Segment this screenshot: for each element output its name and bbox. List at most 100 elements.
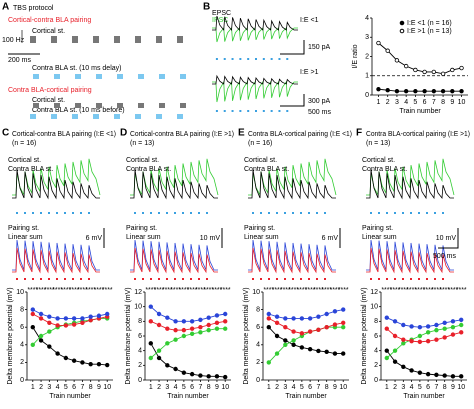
stim-block (159, 74, 165, 79)
data-point (214, 313, 220, 318)
stim-mark (174, 278, 176, 280)
y-axis-label: Delta membrane potential (mV) (125, 287, 132, 384)
y-axis-label: Delta membrane potential (mV) (243, 287, 250, 384)
data-point (431, 69, 437, 75)
data-point (156, 322, 162, 328)
trace (130, 169, 218, 200)
data-point (198, 325, 203, 330)
pairing-title: Cortical-contra BLA pairing (8, 17, 91, 24)
significance: **** (154, 287, 165, 294)
group-label: I:E >1 (300, 69, 319, 76)
data-point (206, 322, 211, 328)
significance: **** (178, 287, 189, 294)
data-point (165, 341, 170, 346)
trace (130, 247, 218, 274)
stim-mark (308, 212, 310, 214)
significance: **** (321, 287, 332, 294)
panel-title: Contra BLA-cortical pairing (I:E >1) (366, 131, 470, 138)
significance: **** (187, 287, 198, 294)
data-point (459, 317, 464, 323)
stim-mark (324, 278, 326, 280)
x-tick-label: 10 (221, 384, 229, 391)
stim-mark (386, 212, 388, 214)
trace-legend: Contra BLA st. (362, 166, 407, 173)
y-tick-label: 4 (138, 348, 142, 355)
stim-label: Cortical st. (32, 28, 65, 35)
stim-mark (316, 278, 318, 280)
trace-legend: Cortical st. (8, 157, 41, 164)
significance: **** (447, 287, 458, 294)
scale-bar (280, 40, 305, 107)
panel-subtitle: (n = 13) (130, 140, 154, 147)
data-point (223, 311, 228, 317)
legend-marker (399, 20, 405, 26)
x-tick-label: 1 (377, 99, 381, 106)
x-tick-label: 6 (423, 99, 427, 106)
scale-bar (438, 228, 459, 249)
y-tick-label: 2 (20, 359, 24, 366)
stim-block (93, 36, 99, 43)
stim-mark (378, 212, 380, 214)
data-point (80, 360, 85, 365)
significance: **** (203, 287, 214, 294)
y-axis-label: Delta membrane potential (mV) (7, 287, 14, 384)
significance: **** (36, 287, 47, 294)
x-tick-label: 4 (174, 384, 178, 391)
data-point (434, 322, 439, 328)
data-point (440, 71, 446, 77)
x-tick-label: 1 (385, 384, 389, 391)
data-point (385, 48, 390, 53)
significance: **** (195, 287, 206, 294)
data-point (274, 314, 280, 319)
y-tick-label: 0 (138, 377, 142, 384)
stim-block (114, 114, 120, 119)
data-point (403, 88, 409, 94)
significance: **** (423, 287, 434, 294)
significance: **** (398, 287, 409, 294)
x-tick-label: 7 (316, 384, 320, 391)
stim-mark (252, 278, 254, 280)
stim-mark (142, 278, 144, 280)
stim-mark (442, 212, 444, 214)
x-tick-label: 8 (441, 99, 445, 106)
data-point (206, 315, 211, 320)
data-point (384, 315, 389, 320)
data-point (206, 374, 211, 379)
data-point (189, 331, 195, 336)
data-point (80, 320, 85, 325)
series-line (268, 309, 344, 319)
x-tick-label: 1 (149, 384, 153, 391)
data-point (384, 326, 389, 331)
x-tick-label: 10 (458, 99, 466, 106)
trace-legend: Contra BLA st. (8, 166, 53, 173)
x-tick-label: 10 (457, 384, 465, 391)
stim-mark (394, 212, 396, 214)
stim-block (156, 114, 162, 119)
y-tick-label: 2 (138, 362, 142, 369)
x-tick-label: 2 (386, 99, 390, 106)
stim-mark (166, 212, 168, 214)
stim-mark (80, 212, 82, 214)
data-point (223, 374, 228, 380)
data-point (38, 311, 44, 317)
x-tick-label: 5 (418, 384, 422, 391)
significance: **** (414, 287, 425, 294)
data-point (307, 347, 313, 352)
data-point (409, 368, 414, 373)
data-point (442, 320, 447, 325)
stim-block (159, 103, 165, 108)
stim-mark (316, 212, 318, 214)
x-tick-label: 1 (267, 384, 271, 391)
stim-mark (223, 110, 226, 112)
data-point (422, 88, 427, 94)
x-tick-label: 9 (333, 384, 337, 391)
x-tick-label: 5 (413, 99, 417, 106)
significance: **** (60, 287, 71, 294)
data-point (88, 317, 93, 323)
y-tick-label: 4 (374, 348, 378, 355)
stim-block (138, 74, 144, 79)
stim-mark (16, 278, 18, 280)
trace (248, 169, 336, 200)
scale-label: 300 pA (308, 98, 331, 105)
x-tick-label: 3 (165, 384, 169, 391)
